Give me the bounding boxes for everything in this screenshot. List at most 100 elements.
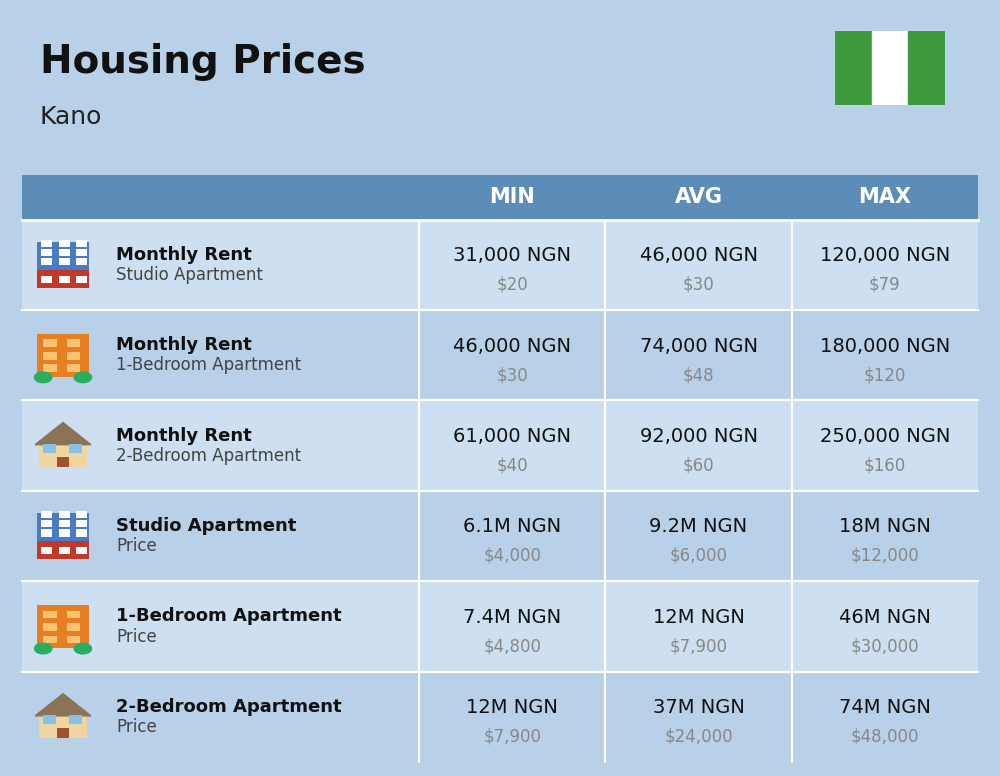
Bar	[41, 240, 52, 247]
Text: $20: $20	[496, 275, 528, 293]
Bar	[39, 715, 87, 739]
Bar	[37, 541, 89, 559]
Bar	[76, 276, 87, 283]
Bar	[76, 511, 87, 518]
Bar	[43, 636, 57, 643]
Text: Studio Apartment: Studio Apartment	[116, 266, 263, 284]
Text: Price: Price	[116, 628, 157, 646]
Bar	[43, 611, 57, 618]
Bar	[37, 269, 89, 288]
Bar	[67, 611, 80, 618]
Bar	[39, 443, 87, 467]
Bar	[835, 31, 872, 105]
Text: 180,000 NGN: 180,000 NGN	[820, 337, 950, 355]
Text: 120,000 NGN: 120,000 NGN	[820, 246, 950, 265]
Text: Monthly Rent: Monthly Rent	[116, 336, 252, 354]
Bar	[43, 365, 57, 372]
Ellipse shape	[34, 643, 52, 654]
Bar	[41, 258, 52, 265]
Text: 31,000 NGN: 31,000 NGN	[453, 246, 571, 265]
Text: $4,000: $4,000	[483, 547, 541, 565]
Text: $30,000: $30,000	[851, 637, 919, 655]
Text: 9.2M NGN: 9.2M NGN	[649, 518, 748, 536]
Text: 12M NGN: 12M NGN	[466, 698, 558, 717]
Bar	[43, 352, 57, 359]
Bar	[59, 276, 70, 283]
Bar	[43, 444, 56, 453]
Bar	[76, 258, 87, 265]
Text: 12M NGN: 12M NGN	[653, 608, 744, 627]
Text: $30: $30	[496, 366, 528, 384]
Bar	[59, 529, 70, 536]
Text: Price: Price	[116, 537, 157, 555]
Text: 18M NGN: 18M NGN	[839, 518, 931, 536]
Text: $24,000: $24,000	[664, 728, 733, 746]
Bar	[41, 547, 52, 554]
Text: 74M NGN: 74M NGN	[839, 698, 931, 717]
Bar	[37, 241, 89, 288]
Bar	[22, 671, 978, 762]
Bar	[59, 520, 70, 528]
Bar	[41, 529, 52, 536]
Bar	[59, 511, 70, 518]
Text: 46,000 NGN: 46,000 NGN	[640, 246, 758, 265]
Text: 2-Bedroom Apartment: 2-Bedroom Apartment	[116, 447, 301, 465]
Bar	[605, 175, 792, 220]
Bar	[41, 511, 52, 518]
Bar	[59, 249, 70, 256]
Text: 37M NGN: 37M NGN	[653, 698, 744, 717]
Text: 92,000 NGN: 92,000 NGN	[640, 427, 758, 446]
Text: $7,900: $7,900	[670, 637, 728, 655]
Bar	[43, 339, 57, 347]
Bar	[419, 175, 605, 220]
Text: Kano: Kano	[40, 105, 102, 129]
Text: 74,000 NGN: 74,000 NGN	[640, 337, 758, 355]
Bar	[41, 249, 52, 256]
Text: 46,000 NGN: 46,000 NGN	[453, 337, 571, 355]
Bar	[59, 547, 70, 554]
Bar	[76, 547, 87, 554]
Bar	[22, 220, 978, 310]
Bar	[872, 31, 908, 105]
Bar	[22, 310, 978, 400]
Bar	[37, 605, 89, 648]
Text: 46M NGN: 46M NGN	[839, 608, 931, 627]
Bar	[41, 520, 52, 528]
Text: $40: $40	[496, 456, 528, 474]
Text: AVG: AVG	[674, 187, 722, 207]
Text: $48: $48	[683, 366, 714, 384]
Text: $79: $79	[869, 275, 901, 293]
Text: $48,000: $48,000	[851, 728, 919, 746]
Bar	[67, 339, 80, 347]
Text: 2-Bedroom Apartment: 2-Bedroom Apartment	[116, 698, 342, 715]
Polygon shape	[35, 694, 91, 716]
Bar	[59, 240, 70, 247]
Text: MAX: MAX	[858, 187, 911, 207]
Bar	[908, 31, 945, 105]
Text: $160: $160	[864, 456, 906, 474]
Bar	[22, 581, 978, 672]
Bar	[67, 352, 80, 359]
Text: $6,000: $6,000	[670, 547, 728, 565]
Bar	[37, 334, 89, 377]
Bar	[792, 175, 978, 220]
Ellipse shape	[74, 372, 92, 383]
Bar	[22, 175, 419, 220]
Bar	[57, 728, 69, 739]
Ellipse shape	[34, 372, 52, 383]
Text: $60: $60	[683, 456, 714, 474]
Bar	[22, 400, 978, 491]
Text: Monthly Rent: Monthly Rent	[116, 246, 252, 264]
Bar	[76, 520, 87, 528]
Bar	[67, 636, 80, 643]
Text: 250,000 NGN: 250,000 NGN	[820, 427, 950, 446]
Text: $120: $120	[864, 366, 906, 384]
Text: 1-Bedroom Apartment: 1-Bedroom Apartment	[116, 356, 301, 374]
Bar	[57, 457, 69, 467]
Text: $7,900: $7,900	[483, 728, 541, 746]
Bar	[43, 623, 57, 631]
Bar	[67, 623, 80, 631]
Bar	[76, 240, 87, 247]
Polygon shape	[35, 422, 91, 445]
Bar	[67, 365, 80, 372]
